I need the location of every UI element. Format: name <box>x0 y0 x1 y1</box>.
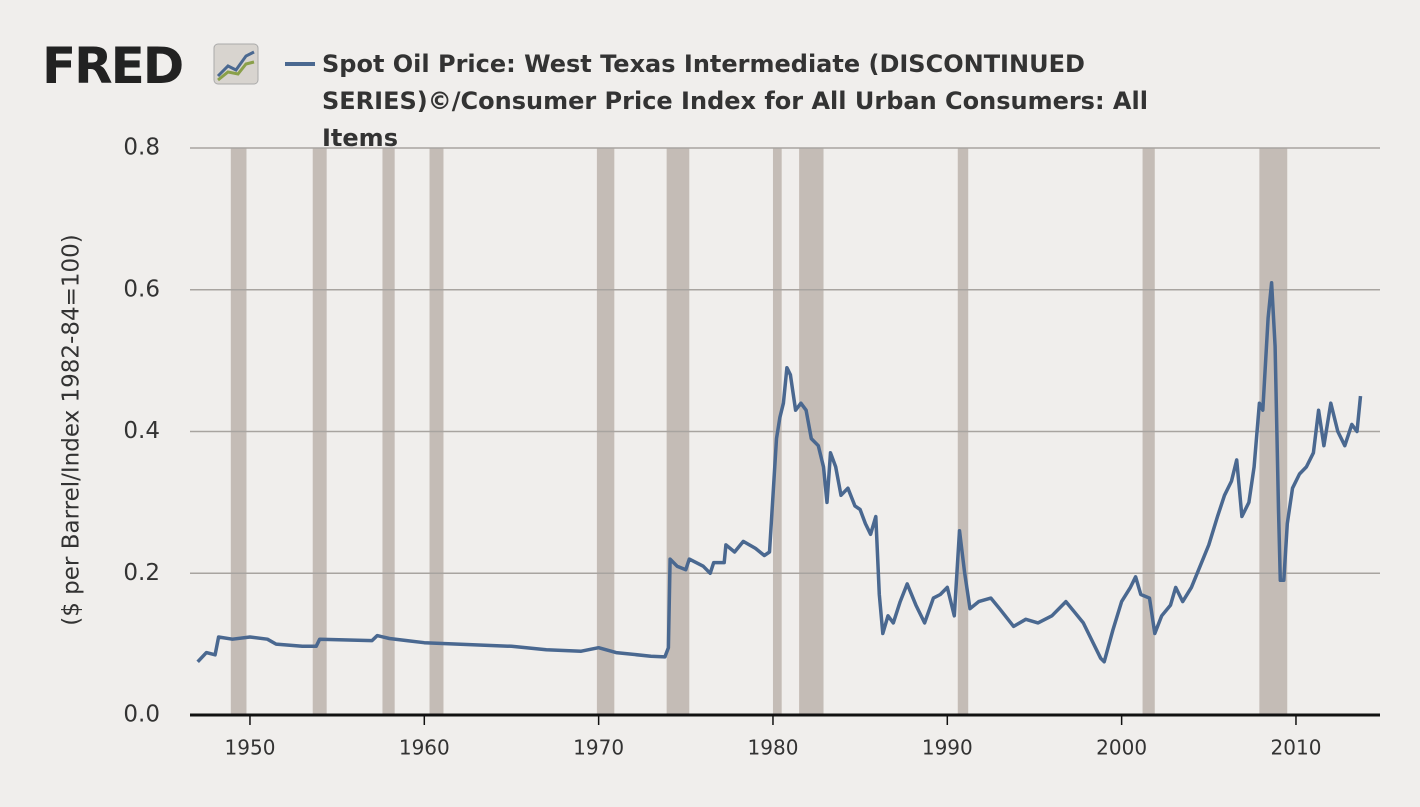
y-tick-label: 0.8 <box>123 135 160 161</box>
x-tick-label: 2010 <box>1271 736 1322 760</box>
x-tick-label: 1980 <box>748 736 799 760</box>
y-axis-label: ($ per Barrel/Index 1982-84=100) <box>59 234 85 625</box>
series-line <box>196 280 1363 664</box>
x-tick-label: 1970 <box>573 736 624 760</box>
logo: FRED <box>42 37 182 95</box>
y-tick-label: 0.2 <box>123 560 160 586</box>
x-tick-label: 2000 <box>1096 736 1147 760</box>
logo-icon <box>213 43 259 85</box>
y-tick-label: 0.4 <box>123 418 160 444</box>
x-tick-label: 1950 <box>225 736 276 760</box>
x-tick-label: 1960 <box>399 736 450 760</box>
x-tick-label: 1990 <box>922 736 973 760</box>
y-tick-label: 0.6 <box>123 276 160 302</box>
y-tick-label: 0.0 <box>123 702 160 728</box>
legend-entry: Spot Oil Price: West Texas Intermediate … <box>322 50 1148 152</box>
